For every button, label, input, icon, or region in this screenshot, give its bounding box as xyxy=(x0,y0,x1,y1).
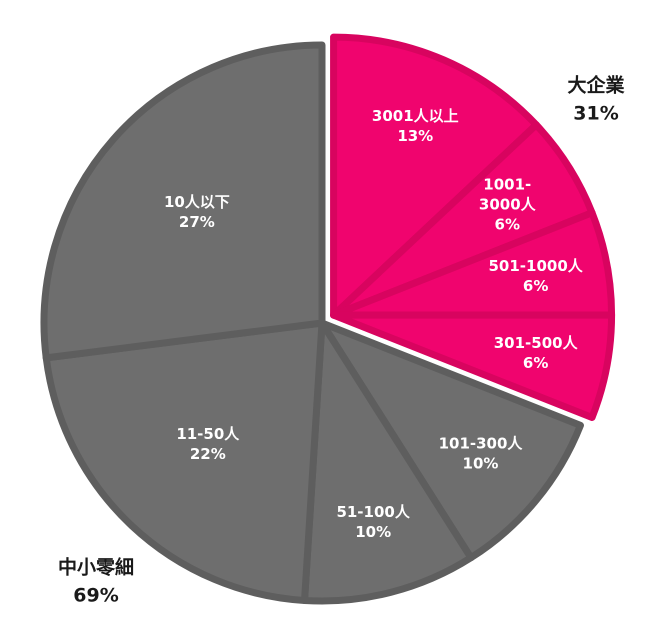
group-labels: 大企業 31% 中小零細 69% xyxy=(58,74,626,607)
slice-value-0: 13% xyxy=(397,127,433,145)
slice-value-4: 10% xyxy=(463,455,499,473)
slice-label-1: 1001- xyxy=(483,175,531,193)
pie-slice-4 xyxy=(318,319,584,562)
pie-slice-5 xyxy=(301,319,475,605)
slice-value-2: 6% xyxy=(523,277,548,295)
group-name-small: 中小零細 xyxy=(58,556,134,579)
group-name-large: 大企業 xyxy=(567,74,625,97)
slice-label-3: 301-500人 xyxy=(494,334,579,352)
pie-slice-3 xyxy=(330,311,616,421)
slice-label-0: 3001人以上 xyxy=(372,107,459,125)
pie-slice-6 xyxy=(42,319,326,604)
slice-value-1: 6% xyxy=(495,215,520,233)
group-percent-small: 69% xyxy=(73,585,118,607)
slice-label-6: 11-50人 xyxy=(176,425,240,443)
pie-slices xyxy=(40,33,616,605)
group-percent-large: 31% xyxy=(573,103,618,125)
pie-slice-7 xyxy=(40,41,326,362)
slice-value-7: 27% xyxy=(179,213,215,231)
slice-value-5: 10% xyxy=(355,523,391,541)
slice-value-3: 6% xyxy=(523,354,548,372)
slice-value-6: 22% xyxy=(190,445,226,463)
slice-label-7: 10人以下 xyxy=(164,193,230,211)
slice-label-5: 51-100人 xyxy=(336,503,410,521)
pie-slice-0 xyxy=(330,33,540,319)
slice-label-2: 501-1000人 xyxy=(489,257,584,275)
slice-label-4: 101-300人 xyxy=(439,435,524,453)
slice-labels: 3001人以上 13% 1001- 3000人 6% 501-1000人 6% 301-500… xyxy=(164,107,584,541)
slice-label-1: 3000人 xyxy=(479,195,537,213)
